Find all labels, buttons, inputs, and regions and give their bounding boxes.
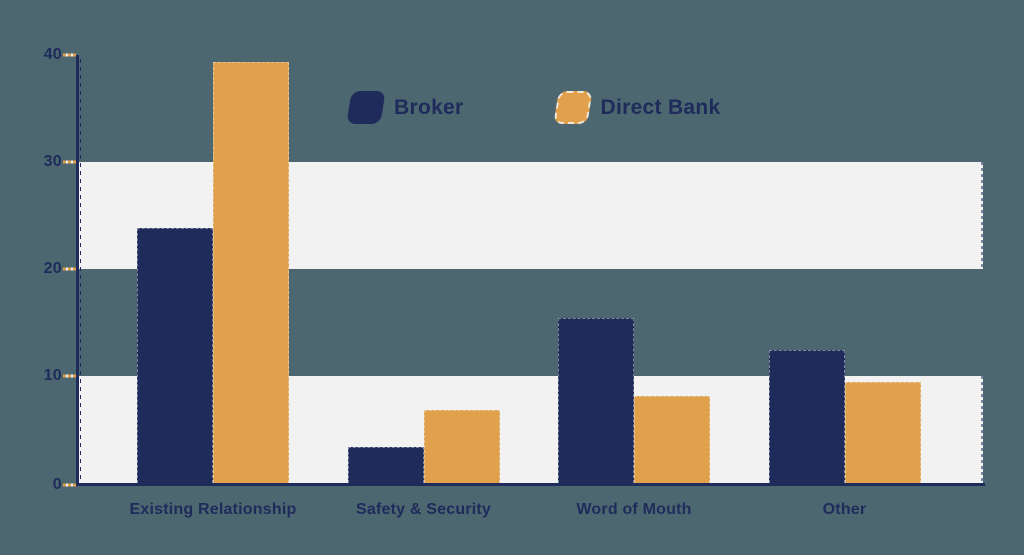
y-axis-dashed-line (79, 59, 81, 481)
y-tick-mark-30 (63, 160, 76, 164)
x-category-label-word-of-mouth: Word of Mouth (576, 501, 692, 518)
bar-broker-other (768, 350, 845, 483)
y-tick-label-0: 0 (52, 475, 62, 493)
broker-legend-swatch (346, 91, 386, 124)
x-category-label-existing-relationship: Existing Relationship (129, 501, 297, 518)
bar-direct-bank-word-of-mouth (634, 396, 710, 483)
direct-bank-legend-swatch (552, 91, 593, 124)
bar-broker-existing-relationship (137, 228, 213, 483)
bar-broker-word-of-mouth (558, 318, 634, 483)
y-tick-mark-10 (63, 374, 76, 378)
x-category-label-safety-security: Safety & Security (355, 501, 491, 518)
bar-direct-bank-safety-security (423, 410, 500, 483)
y-tick-label-40: 40 (43, 46, 62, 63)
direct-bank-legend-label: Direct Bank (600, 95, 721, 119)
y-axis-line (76, 55, 79, 486)
legend-item-direct-bank: Direct Bank (552, 91, 721, 124)
bar-direct-bank-existing-relationship (213, 62, 289, 483)
legend-item-broker: Broker (346, 91, 464, 124)
x-category-label-other: Other (822, 501, 867, 518)
x-axis-line (76, 483, 985, 486)
y-tick-label-10: 10 (43, 367, 62, 384)
broker-legend-label: Broker (394, 95, 464, 119)
y-tick-mark-20 (63, 267, 76, 271)
y-tick-mark-0 (63, 483, 76, 486)
grid-band-dashed-edge (981, 376, 983, 483)
y-tick-label-30: 30 (43, 153, 62, 170)
bar-direct-bank-other (844, 382, 921, 483)
y-tick-label-20: 20 (43, 260, 62, 277)
bar-broker-safety-security (347, 446, 424, 483)
grid-band-dashed-edge (981, 162, 983, 269)
y-tick-mark-40 (63, 53, 76, 57)
legend: Broker Direct Bank (346, 91, 721, 124)
